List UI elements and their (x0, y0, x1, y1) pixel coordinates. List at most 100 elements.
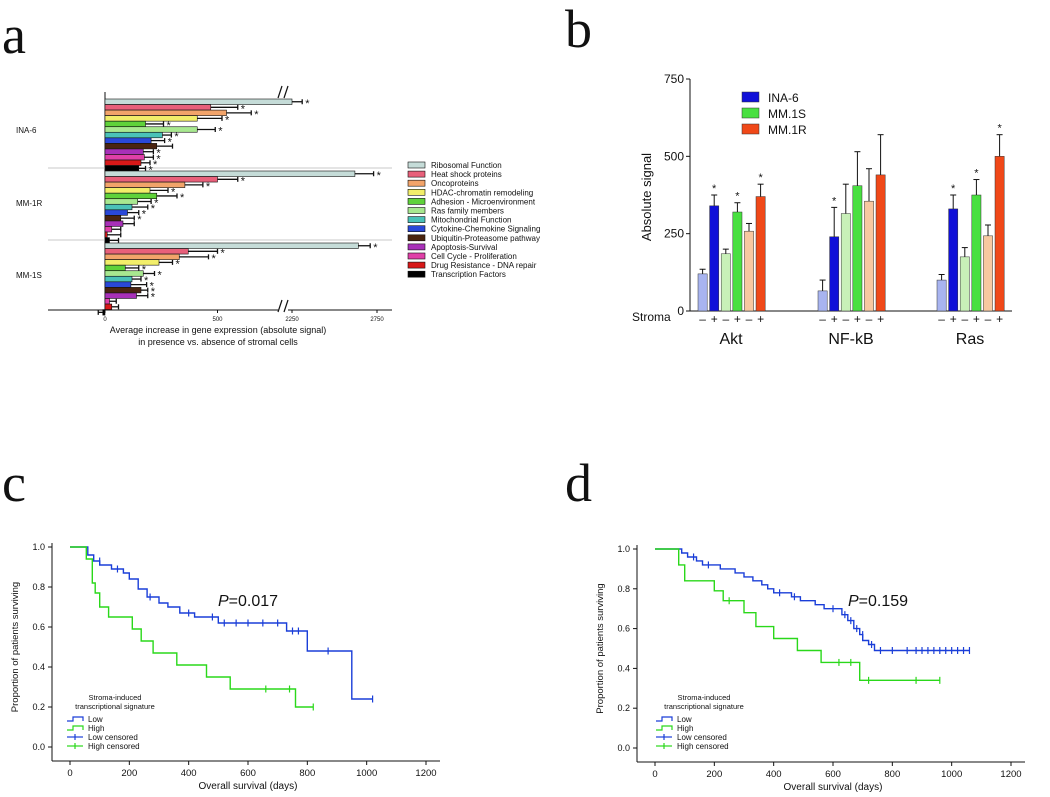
tick-label-b-y: 250 (664, 227, 684, 241)
survival-curve-high (70, 546, 314, 708)
legend-label-a: Transcription Factors (431, 270, 506, 279)
axis-break-mark (277, 85, 283, 99)
tick-label-d-y: 0.2 (617, 703, 630, 713)
tick-label-c-x: 0 (67, 768, 72, 779)
ylabel-b: Absolute signal (639, 153, 654, 241)
category-label-b: Ras (956, 331, 984, 348)
legend-label-a: Oncoproteins (431, 179, 479, 188)
significance-star-a: * (156, 148, 161, 160)
stroma-tick-b: + (996, 312, 1003, 326)
significance-star-a: * (137, 214, 142, 226)
xlabel-a-line2: in presence vs. absence of stromal cells (138, 337, 298, 347)
p-value-number: =0.159 (859, 593, 908, 610)
significance-star-a: * (151, 286, 156, 298)
significance-star-b: * (951, 183, 956, 195)
significance-star-a: * (151, 203, 156, 215)
tick-label-c-x: 1200 (415, 768, 436, 779)
legend-label-a: HDAC-chromatin remodeling (431, 188, 533, 197)
legend-label-c: High (88, 724, 104, 733)
legend-label-a: Apoptosis-Survival (431, 243, 497, 252)
legend-label-b: INA-6 (768, 91, 799, 105)
tick-label-c-y: 0.4 (32, 662, 45, 672)
axis-break-mark (283, 85, 289, 99)
legend-label-d: High censored (677, 742, 729, 751)
significance-star-a: * (225, 114, 230, 126)
legend-swatch-a (407, 243, 426, 251)
significance-star-b: * (997, 123, 1002, 135)
stroma-tick-b: + (854, 312, 861, 326)
significance-star-a: * (174, 131, 179, 143)
stroma-tick-b: – (866, 312, 873, 326)
legend-line-d (656, 725, 673, 731)
legend-line-c (67, 716, 84, 722)
stroma-tick-b: – (985, 312, 992, 326)
significance-star-a: * (373, 242, 378, 254)
tick-label-d-x: 600 (825, 769, 841, 780)
legend-title-d-2: transcriptional signature (664, 702, 744, 711)
significance-star-a: * (149, 164, 154, 176)
significance-star-a: * (254, 109, 259, 121)
group-label-mm-1s: MM-1S (16, 271, 42, 280)
significance-star-a: * (144, 275, 149, 287)
significance-star-a: * (150, 281, 155, 293)
significance-star-a: * (241, 175, 246, 187)
tick-label-c-x: 600 (240, 768, 256, 779)
ylabel-d: Proportion of patients surviving (595, 583, 606, 713)
legend-label-c: Low (88, 715, 103, 724)
significance-star-a: * (153, 159, 158, 171)
legend-label-a: Mitochondrial Function (431, 216, 511, 225)
legend-swatch-a (407, 170, 426, 178)
stroma-tick-b: – (722, 312, 729, 326)
legend-label-b: MM.1S (768, 107, 806, 121)
significance-star-a: * (156, 153, 161, 165)
legend-label-a: Cell Cycle - Proliferation (431, 252, 517, 261)
panel-label-b: b (565, 0, 592, 59)
tick-label-c-x: 400 (181, 768, 197, 779)
legend-swatch-a (407, 234, 426, 242)
stroma-tick-b: – (699, 312, 706, 326)
panel-label-a: a (2, 5, 26, 65)
tick-label-a-x: 2750 (370, 317, 384, 323)
tick-label-d-x: 200 (706, 769, 722, 780)
significance-star-b: * (974, 168, 979, 180)
legend-label-c: Low censored (88, 733, 138, 742)
legend-label-d: High (677, 724, 693, 733)
p-value-d: P=0.159 (848, 593, 908, 610)
significance-star-a: * (305, 98, 310, 110)
legend-label-a: Ubiquitin-Proteasome pathway (431, 234, 540, 243)
significance-star-a: * (158, 270, 163, 282)
tick-label-d-y: 1.0 (617, 544, 630, 554)
legend-label-d: Low (677, 715, 692, 724)
tick-label-b-y: 750 (664, 72, 684, 86)
panel-label-c: c (2, 453, 26, 513)
xlabel-c: Overall survival (days) (199, 781, 298, 792)
legend-swatch-a (407, 216, 426, 223)
legend-label-b: MM.1R (768, 123, 807, 137)
ylabel-c: Proportion of patients surviving (10, 582, 21, 712)
legend-label-a: Heat shock proteins (431, 170, 502, 179)
p-value-c: P=0.017 (218, 593, 278, 610)
p-value-symbol: P (848, 593, 859, 610)
legend-label-a: Ribosomal Function (431, 161, 502, 170)
tick-label-b-y: 0 (677, 304, 684, 318)
stroma-tick-b: + (831, 312, 838, 326)
legend-label-d: Low censored (677, 733, 727, 742)
significance-star-a: * (142, 264, 147, 276)
significance-star-a: * (171, 186, 176, 198)
survival-curve-low (655, 548, 970, 652)
legend-label-a: Cytokine-Chemokine Signaling (431, 225, 540, 234)
stroma-tick-b: – (961, 312, 968, 326)
tick-label-d-y: 0.6 (617, 624, 630, 634)
significance-star-a: * (212, 253, 217, 265)
survival-curve-high (655, 548, 940, 681)
stroma-tick-b: + (711, 312, 718, 326)
tick-label-d-x: 0 (652, 769, 657, 780)
stroma-tick-b: + (734, 312, 741, 326)
legend-swatch-b (741, 91, 760, 103)
significance-star-b: * (735, 191, 740, 203)
tick-label-d-y: 0.4 (617, 663, 630, 673)
